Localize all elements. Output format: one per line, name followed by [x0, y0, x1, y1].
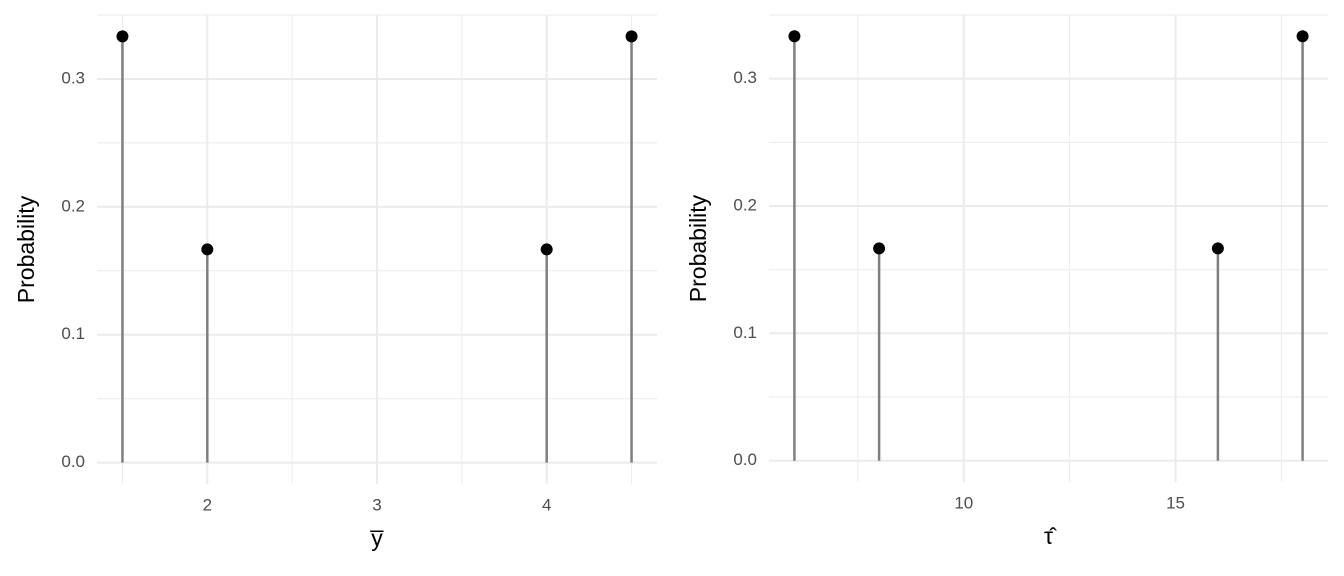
- x-tick-label: 15: [1166, 493, 1185, 512]
- y-tick-label: 0.3: [733, 68, 757, 87]
- point: [540, 243, 553, 256]
- y-tick-label: 0.2: [733, 196, 757, 215]
- y-axis-title: Probability: [685, 194, 711, 302]
- point: [1296, 30, 1309, 43]
- y-tick-label: 0.2: [61, 196, 85, 215]
- y-tick-label: 0.3: [61, 68, 85, 87]
- y-tick-label: 0.1: [733, 323, 757, 342]
- x-tick-label: 3: [372, 495, 381, 514]
- point: [625, 30, 638, 43]
- y-tick-label: 0.0: [61, 452, 85, 471]
- y-tick-label: 0.1: [61, 324, 85, 343]
- x-axis-title: τ̂: [1044, 523, 1057, 549]
- point: [116, 30, 129, 43]
- point: [873, 242, 886, 255]
- y-axis-title: Probability: [13, 195, 39, 303]
- x-tick-label: 10: [954, 493, 973, 512]
- x-tick-label: 4: [542, 495, 551, 514]
- x-tick-label: 2: [203, 495, 212, 514]
- y-tick-label: 0.0: [733, 450, 757, 469]
- point: [201, 243, 214, 256]
- point: [788, 30, 801, 43]
- x-axis-title: y̅: [370, 525, 384, 551]
- point: [1211, 242, 1224, 255]
